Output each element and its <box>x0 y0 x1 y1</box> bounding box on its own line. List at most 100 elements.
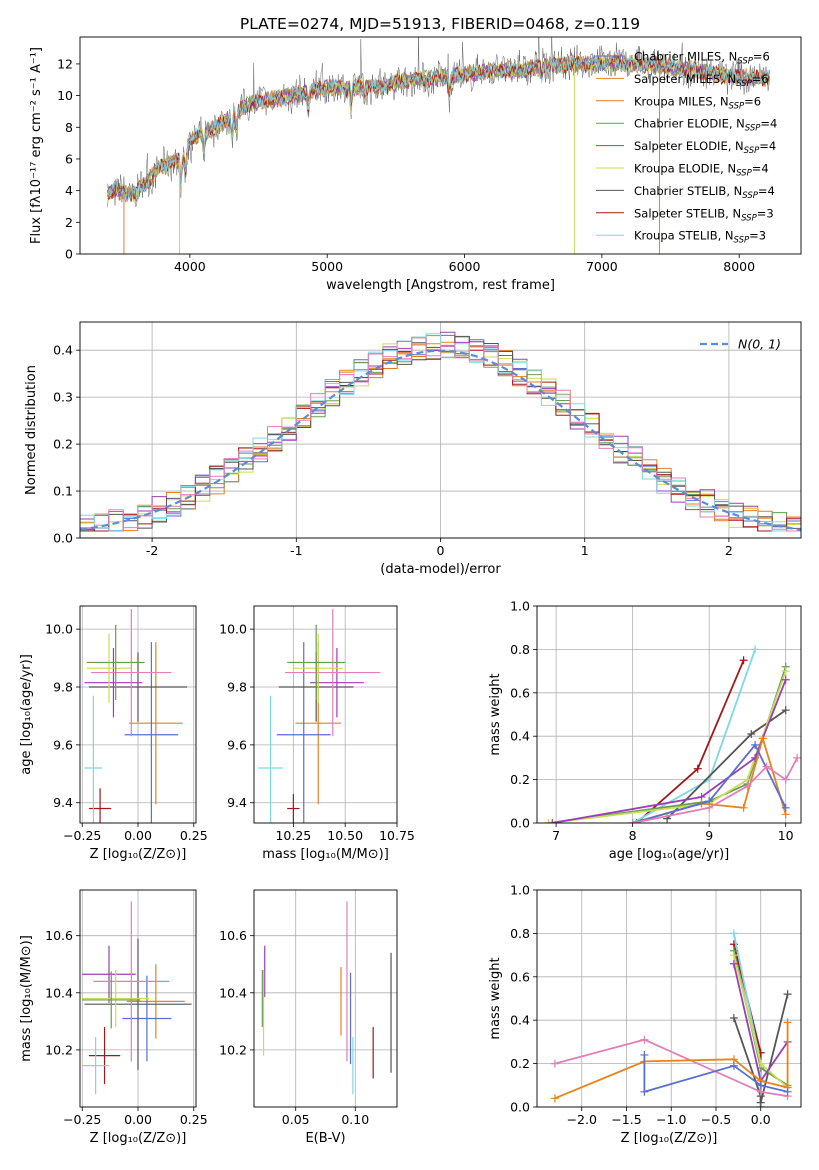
legend-label-sub: SSP <box>737 57 753 67</box>
series-marker <box>781 775 790 784</box>
data-layer <box>82 901 192 1095</box>
legend-label-sub: SSP <box>742 191 758 201</box>
y-axis-label: mass weight <box>488 957 503 1039</box>
legend-label-value: =4 <box>760 117 777 131</box>
x-tick-label: 0.25 <box>180 828 208 843</box>
series-marker <box>640 1050 649 1059</box>
x-tick-label: 0.00 <box>124 1112 152 1127</box>
series-marker <box>640 1035 649 1044</box>
series-marker <box>693 764 702 773</box>
legend-label-sub: SSP <box>729 101 745 111</box>
x-axis-label: wavelength [Angstrom, rest frame] <box>326 278 555 293</box>
y-axis-label: mass [log₁₀(M/M⊙)] <box>19 935 34 1062</box>
x-tick-label: −0.25 <box>63 1112 101 1127</box>
x-tick-label: -1 <box>290 543 302 558</box>
age-vs-mass-panel: 10.25 10.50 10.75 9.4 9.6 9.8 10.0 mass [log₁₀(… <box>219 605 415 862</box>
x-axis-label: mass [log₁₀(M/M⊙)] <box>262 847 389 862</box>
axes-frame <box>536 605 802 824</box>
y-tick-label: 0.0 <box>53 531 73 546</box>
series-marker <box>758 734 767 743</box>
y-tick-label: 0.2 <box>510 1056 530 1071</box>
legend-label-text: Kroupa ELODIE, N <box>634 162 736 176</box>
x-tick-label: 10.25 <box>275 828 311 843</box>
x-tick-label: −2.0 <box>567 1112 597 1127</box>
plot-area <box>537 605 801 824</box>
axes-frame <box>79 889 197 1108</box>
y-axis-label: age [log₁₀(age/yr)] <box>19 654 34 775</box>
data-layer <box>258 608 381 823</box>
legend-entry-label: Salpeter ELODIE, NSSP=4 <box>634 139 776 156</box>
normal-curve <box>80 349 801 531</box>
y-tick-label: 1.0 <box>510 599 530 614</box>
figure-title: PLATE=0274, MJD=51913, FIBERID=0468, z=0… <box>240 15 640 33</box>
data-layer <box>84 608 188 823</box>
x-tick-label: −1.0 <box>656 1112 686 1127</box>
x-tick-label: 10.50 <box>327 828 363 843</box>
x-tick-label: 7 <box>552 828 560 843</box>
x-tick-label: 9 <box>705 828 713 843</box>
y-tick-label: 10.4 <box>45 985 73 1000</box>
series-marker <box>729 929 738 938</box>
series-line-c_elodie <box>548 666 787 823</box>
x-axis-label: Z [log₁₀(Z/Z⊙)] <box>90 1131 187 1146</box>
x-axis-label: Z [log₁₀(Z/Z⊙)] <box>90 847 187 862</box>
plot-area <box>254 890 397 1107</box>
spectrum-panel: 4000 5000 6000 7000 8000 0 2 4 6 8 10 12 wavelength … <box>29 36 802 293</box>
residuals-panel: -2 -1 0 1 2 0.0 0.1 0.2 0.3 0.4 (data-model)/error… <box>24 321 802 577</box>
x-tick-label: 0.25 <box>180 1112 208 1127</box>
mass-vs-metallicity-panel: −0.25 0.00 0.25 10.2 10.4 10.6 Z [log₁₀(Z/Z⊙)]… <box>19 889 208 1146</box>
y-tick-label: 10.2 <box>219 1042 247 1057</box>
legend-label-sub: SSP <box>736 79 752 89</box>
y-tick-label: 10.2 <box>45 1042 73 1057</box>
legend-label-value: =6 <box>744 94 761 108</box>
y-tick-label: 1.0 <box>510 883 530 898</box>
y-tick-label: 9.8 <box>53 680 73 695</box>
mass-vs-reddening-panel: 0.05 0.10 10.2 10.4 10.6 E(B-V) <box>219 889 398 1146</box>
legend-label-text: Salpeter STELIB, N <box>634 206 741 220</box>
y-tick-label: 0.2 <box>510 772 530 787</box>
y-tick-label: 2 <box>65 215 73 230</box>
series-line-k_elodie <box>548 670 787 823</box>
x-tick-label: −0.25 <box>63 828 101 843</box>
data-layer <box>80 331 801 532</box>
series-marker <box>640 1087 649 1096</box>
series-marker <box>781 706 790 715</box>
legend-label-sub: SSP <box>741 213 757 223</box>
series-marker <box>756 1081 765 1090</box>
y-tick-label: 0.1 <box>53 484 73 499</box>
y-tick-label: 0.8 <box>510 642 530 657</box>
axes-frame <box>253 889 398 1108</box>
legend-label-value: =4 <box>752 162 769 176</box>
legend-label-text: Salpeter MILES, N <box>634 72 736 86</box>
series-marker <box>781 675 790 684</box>
series-marker <box>783 1018 792 1027</box>
legend-entry-label: Salpeter MILES, NSSP=6 <box>634 72 769 89</box>
data-layer <box>544 645 801 823</box>
series-marker <box>729 1061 738 1070</box>
legend-entry-label: Kroupa STELIB, NSSP=3 <box>634 229 766 246</box>
y-tick-label: 0.4 <box>53 343 73 358</box>
y-tick-label: 9.4 <box>53 795 73 810</box>
x-tick-label: 0.05 <box>282 1112 310 1127</box>
legend-label-sub: SSP <box>736 169 752 179</box>
x-tick-label: 2 <box>725 543 733 558</box>
y-tick-label: 10.0 <box>219 622 247 637</box>
x-tick-label: 8000 <box>723 259 755 274</box>
plot-area <box>254 606 398 823</box>
series-marker <box>550 1094 559 1103</box>
y-tick-label: 9.6 <box>53 737 73 752</box>
x-tick-label: 0.0 <box>751 1112 771 1127</box>
age-vs-metallicity-panel: −0.25 0.00 0.25 9.4 9.6 9.8 10.0 Z [log₁₀(Z/Z⊙)… <box>19 605 208 862</box>
legend-label-value: =6 <box>753 50 770 64</box>
axes-frame <box>79 36 802 255</box>
legend-label-text: Salpeter ELODIE, N <box>634 139 744 153</box>
y-tick-label: 0.6 <box>510 685 530 700</box>
series-marker <box>550 1059 559 1068</box>
y-tick-label: 10.6 <box>219 928 247 943</box>
series-line-s_miles <box>554 1022 789 1100</box>
mass-weight-vs-age-panel: 7 8 9 10 0.0 0.2 0.4 0.6 0.8 1.0 age [log₁₀(age/yr… <box>488 599 802 862</box>
series-marker <box>756 1098 765 1107</box>
series-marker <box>739 656 748 665</box>
y-tick-label: 0.8 <box>510 926 530 941</box>
